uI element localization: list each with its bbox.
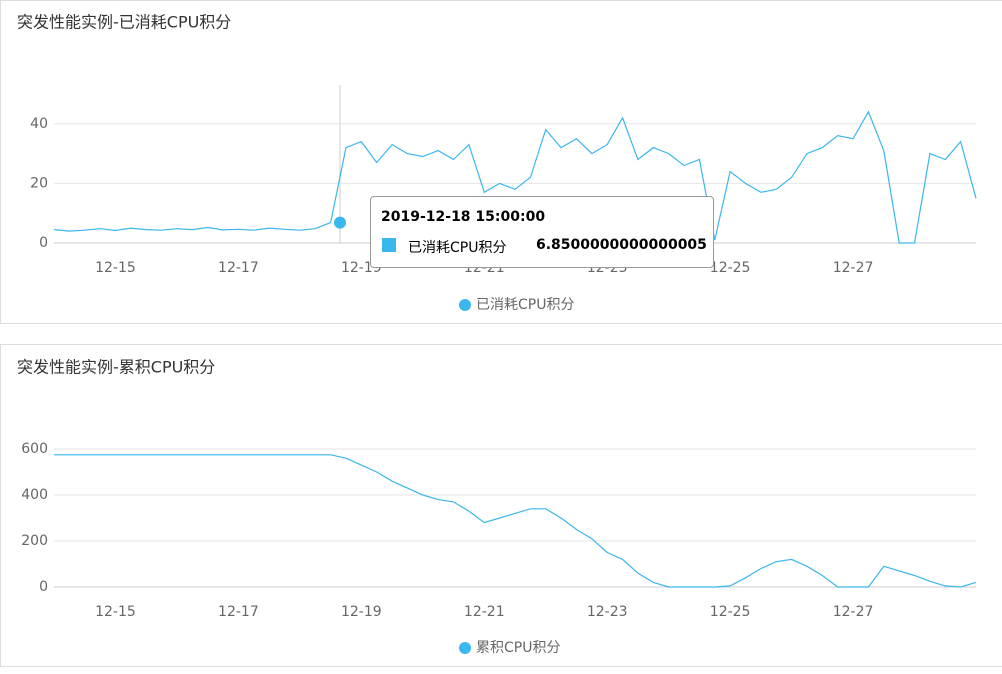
x-tick-label: 12-17 (218, 260, 259, 276)
y-tick-label: 20 (30, 175, 48, 191)
legend-label: 已消耗CPU积分 (476, 297, 574, 313)
x-tick-label: 12-19 (341, 604, 382, 620)
tooltip-swatch (382, 238, 396, 252)
y-tick-label: 400 (21, 487, 48, 503)
y-tick-label: 40 (30, 116, 48, 132)
legend-label: 累积CPU积分 (476, 640, 560, 656)
x-tick-label: 12-27 (833, 260, 874, 276)
x-tick-label: 12-23 (587, 604, 628, 620)
tooltip-series: 已消耗CPU积分 (408, 240, 507, 256)
x-tick-label: 12-21 (464, 604, 505, 620)
chart-title: 突发性能实例-已消耗CPU积分 (17, 13, 231, 32)
x-tick-label: 12-27 (833, 604, 874, 620)
x-tick-label: 12-15 (95, 604, 136, 620)
series-line (53, 110, 977, 244)
legend-marker (459, 642, 471, 654)
x-tick-label: 12-25 (710, 604, 751, 620)
y-tick-label: 0 (39, 579, 48, 595)
tooltip-title: 2019-12-18 15:00:00 (381, 209, 546, 225)
x-tick-label: 12-15 (95, 260, 136, 276)
panel (0, 0, 1002, 324)
y-tick-label: 0 (39, 235, 48, 251)
x-tick-label: 12-17 (218, 604, 259, 620)
series-line (54, 454, 977, 588)
x-tick-label: 12-25 (710, 260, 751, 276)
tooltip-point (334, 216, 346, 229)
legend-marker (459, 299, 471, 311)
tooltip-value: 6.8500000000000005 (536, 237, 707, 253)
panel (0, 344, 1002, 667)
y-tick-label: 600 (21, 441, 48, 457)
y-tick-label: 200 (21, 533, 48, 549)
tooltip: 2019-12-18 15:00:00 已消耗CPU积分 6.850000000… (370, 196, 714, 268)
chart-title: 突发性能实例-累积CPU积分 (17, 358, 215, 377)
